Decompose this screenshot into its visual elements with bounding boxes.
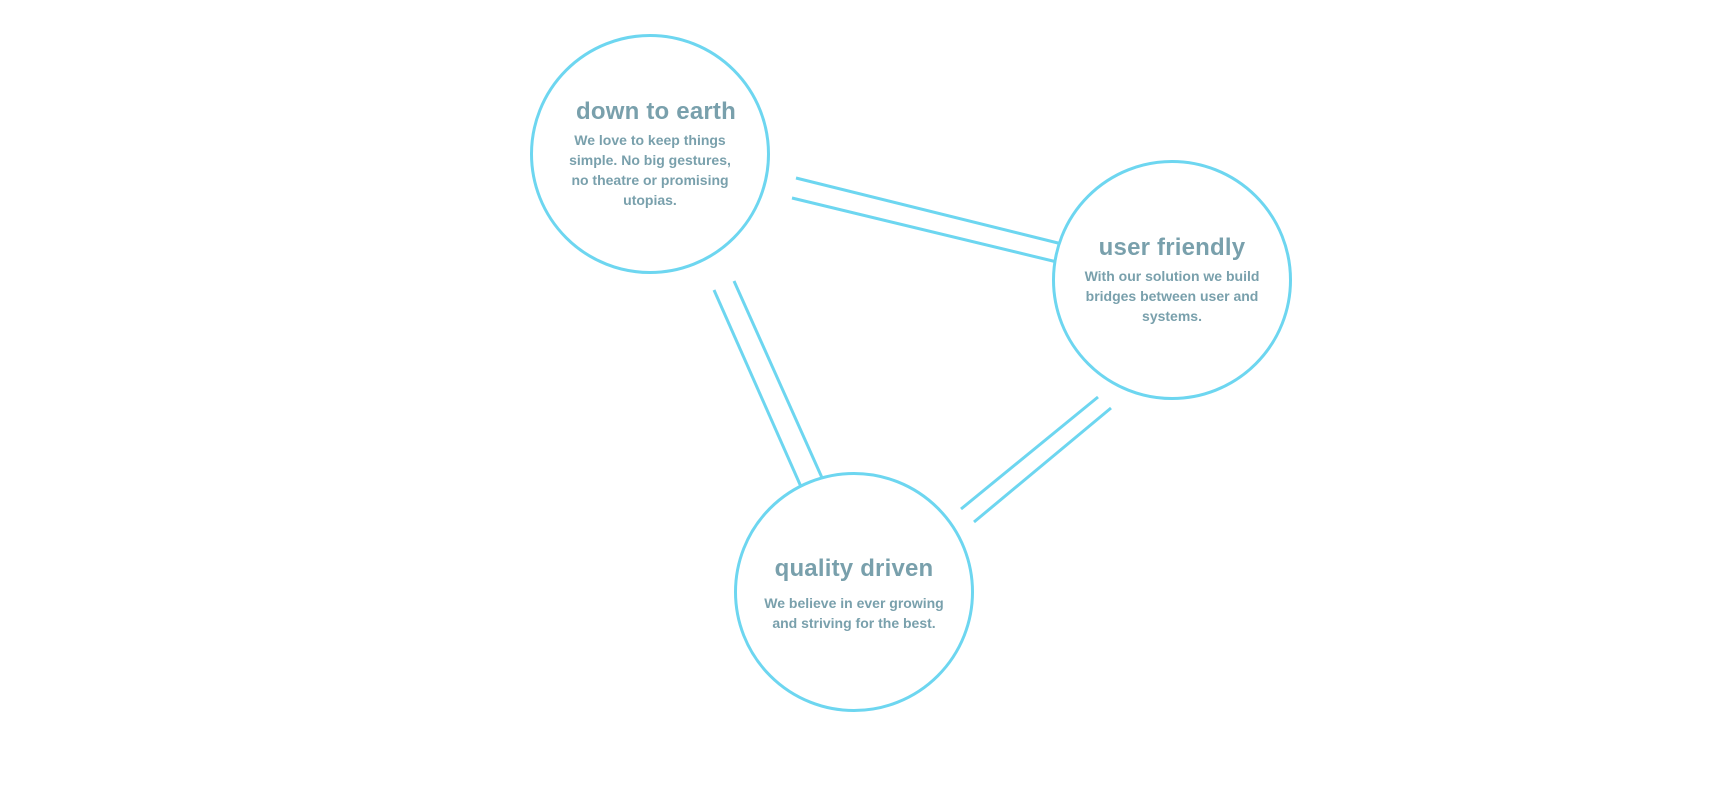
value-down-to-earth: down to earth We love to keep things sim… <box>530 34 770 274</box>
connector-user-quality-b <box>973 406 1112 524</box>
value-title: quality driven <box>774 555 934 582</box>
value-title: user friendly <box>1098 234 1246 261</box>
connector-earth-quality-b <box>732 280 825 481</box>
value-description: We believe in ever growing and striving … <box>764 595 944 631</box>
connector-earth-user-a <box>795 176 1063 246</box>
value-user-friendly: user friendly With our solution we build… <box>1052 160 1292 400</box>
value-description: With our solution we build bridges betwe… <box>1084 268 1260 324</box>
connector-earth-user-b <box>791 196 1058 264</box>
connector-user-quality-a <box>960 395 1099 511</box>
connector-earth-quality-a <box>712 289 804 490</box>
value-title: down to earth <box>576 98 736 125</box>
value-description: We love to keep things simple. No big ge… <box>569 132 731 208</box>
value-quality-driven: quality driven We believe in ever growin… <box>734 472 974 712</box>
